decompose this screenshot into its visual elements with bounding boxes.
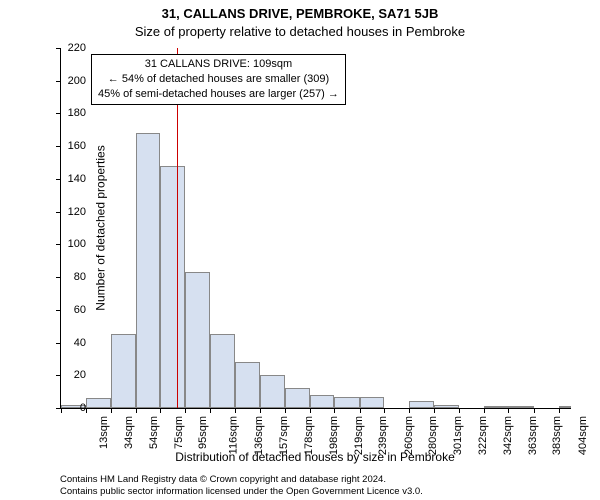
x-tick-mark	[210, 408, 211, 413]
x-tick-mark	[534, 408, 535, 413]
x-tick-label: 116sqm	[228, 416, 240, 454]
histogram-bar	[409, 401, 434, 408]
annotation-box: 31 CALLANS DRIVE: 109sqm← 54% of detache…	[91, 54, 346, 105]
x-tick-mark	[235, 408, 236, 413]
y-tick-label: 0	[56, 402, 86, 414]
histogram-bar	[260, 375, 284, 408]
x-tick-mark	[559, 408, 560, 413]
y-tick-label: 140	[56, 173, 86, 185]
footer-line-2: Contains public sector information licen…	[60, 486, 570, 498]
histogram-bar	[310, 395, 334, 408]
y-tick-label: 220	[56, 42, 86, 54]
x-tick-label: 34sqm	[123, 416, 135, 449]
x-tick-mark	[111, 408, 112, 413]
histogram-bar	[360, 397, 384, 408]
y-tick-label: 160	[56, 140, 86, 152]
histogram-bar	[508, 406, 533, 408]
annotation-line-3: 45% of semi-detached houses are larger (…	[98, 87, 339, 102]
x-tick-mark	[384, 408, 385, 413]
annotation-line-2: ← 54% of detached houses are smaller (30…	[98, 72, 339, 87]
x-tick-label: 404sqm	[577, 416, 589, 455]
x-tick-mark	[86, 408, 87, 413]
x-tick-label: 54sqm	[148, 416, 160, 449]
x-tick-mark	[285, 408, 286, 413]
x-axis-label: Distribution of detached houses by size …	[60, 450, 570, 464]
x-tick-label: 75sqm	[173, 416, 185, 449]
y-tick-label: 200	[56, 75, 86, 87]
y-tick-label: 180	[56, 107, 86, 119]
x-tick-mark	[484, 408, 485, 413]
annotation-line-1: 31 CALLANS DRIVE: 109sqm	[98, 57, 339, 72]
y-tick-label: 40	[56, 337, 86, 349]
histogram-bar	[185, 272, 209, 408]
y-axis-label-wrap: Number of detached properties	[18, 48, 30, 408]
footer-attribution: Contains HM Land Registry data © Crown c…	[60, 474, 570, 498]
histogram-bar	[86, 398, 110, 408]
chart-title: 31, CALLANS DRIVE, PEMBROKE, SA71 5JB	[0, 6, 600, 21]
histogram-bar	[334, 397, 359, 408]
x-tick-mark	[334, 408, 335, 413]
chart-container: 31, CALLANS DRIVE, PEMBROKE, SA71 5JB Si…	[0, 0, 600, 500]
y-tick-label: 20	[56, 369, 86, 381]
footer-line-1: Contains HM Land Registry data © Crown c…	[60, 474, 570, 486]
chart-subtitle: Size of property relative to detached ho…	[0, 24, 600, 39]
x-tick-label: 13sqm	[98, 416, 110, 449]
x-tick-mark	[459, 408, 460, 413]
histogram-bar	[434, 405, 458, 408]
histogram-bar	[210, 334, 235, 408]
y-tick-label: 60	[56, 304, 86, 316]
x-tick-mark	[434, 408, 435, 413]
x-tick-mark	[160, 408, 161, 413]
x-tick-mark	[310, 408, 311, 413]
histogram-bar	[160, 166, 185, 408]
x-tick-mark	[360, 408, 361, 413]
y-tick-label: 100	[56, 238, 86, 250]
x-tick-mark	[409, 408, 410, 413]
x-tick-mark	[185, 408, 186, 413]
y-tick-label: 120	[56, 206, 86, 218]
x-tick-mark	[508, 408, 509, 413]
plot-area: 13sqm34sqm54sqm75sqm95sqm116sqm136sqm157…	[60, 48, 571, 409]
histogram-bar	[559, 406, 571, 408]
y-tick-label: 80	[56, 271, 86, 283]
x-tick-mark	[260, 408, 261, 413]
x-tick-mark	[136, 408, 137, 413]
histogram-bar	[111, 334, 136, 408]
histogram-bar	[235, 362, 260, 408]
histogram-bar	[484, 406, 508, 408]
histogram-bar	[136, 133, 160, 408]
x-tick-label: 95sqm	[197, 416, 209, 449]
histogram-bar	[285, 388, 310, 408]
